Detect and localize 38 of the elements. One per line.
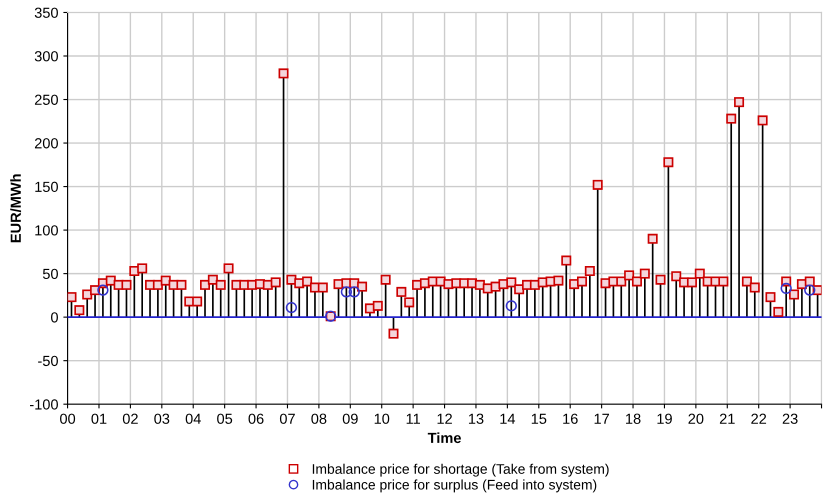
x-tick-label: 11: [406, 414, 420, 424]
y-tick-label: 50: [42, 268, 58, 280]
y-tick-label: 100: [35, 225, 58, 236]
y-tick-label: 350: [34, 8, 58, 18]
x-tick-label: 09: [342, 414, 358, 424]
x-tick-label: 22: [751, 414, 766, 424]
x-tick-label: 15: [532, 414, 546, 424]
x-tick-label: 21: [720, 414, 735, 424]
x-tick-label: 06: [248, 414, 264, 424]
y-tick-label: 150: [35, 182, 58, 192]
x-tick-label: 08: [311, 414, 326, 424]
x-tick-label: 18: [626, 414, 641, 424]
x-axis-title: Time: [428, 432, 461, 444]
x-tick-label: 16: [563, 414, 578, 424]
x-tick-label: 02: [122, 414, 138, 424]
y-tick-label: 250: [34, 94, 58, 105]
x-tick-label: 12: [438, 414, 452, 424]
y-tick-label: 0: [51, 312, 58, 323]
x-tick-label: 23: [782, 414, 798, 424]
x-tick-label: 05: [217, 414, 232, 424]
x-tick-label: 00: [60, 414, 76, 424]
x-tick-label: 14: [500, 414, 516, 424]
y-axis-title: EUR/MWh: [10, 174, 22, 242]
x-tick-label: 20: [688, 414, 704, 424]
y-tick-label: 300: [34, 51, 58, 62]
x-tick-label: 04: [186, 414, 201, 424]
legend-label: Imbalance price for shortage (Take from system): [312, 464, 609, 477]
y-tick-label: 200: [34, 138, 58, 148]
y-tick-label: -50: [38, 356, 58, 366]
x-tick-label: 03: [154, 414, 170, 424]
x-tick-label: 13: [468, 414, 484, 424]
x-tick-label: 07: [280, 414, 295, 424]
x-tick-label: 19: [657, 414, 672, 424]
x-tick-label: 10: [374, 414, 390, 424]
x-tick-label: 17: [594, 414, 609, 424]
y-tick-label: -100: [30, 399, 58, 410]
x-tick-label: 01: [91, 414, 106, 424]
legend-label: Imbalance price for surplus (Feed into system): [312, 479, 596, 492]
